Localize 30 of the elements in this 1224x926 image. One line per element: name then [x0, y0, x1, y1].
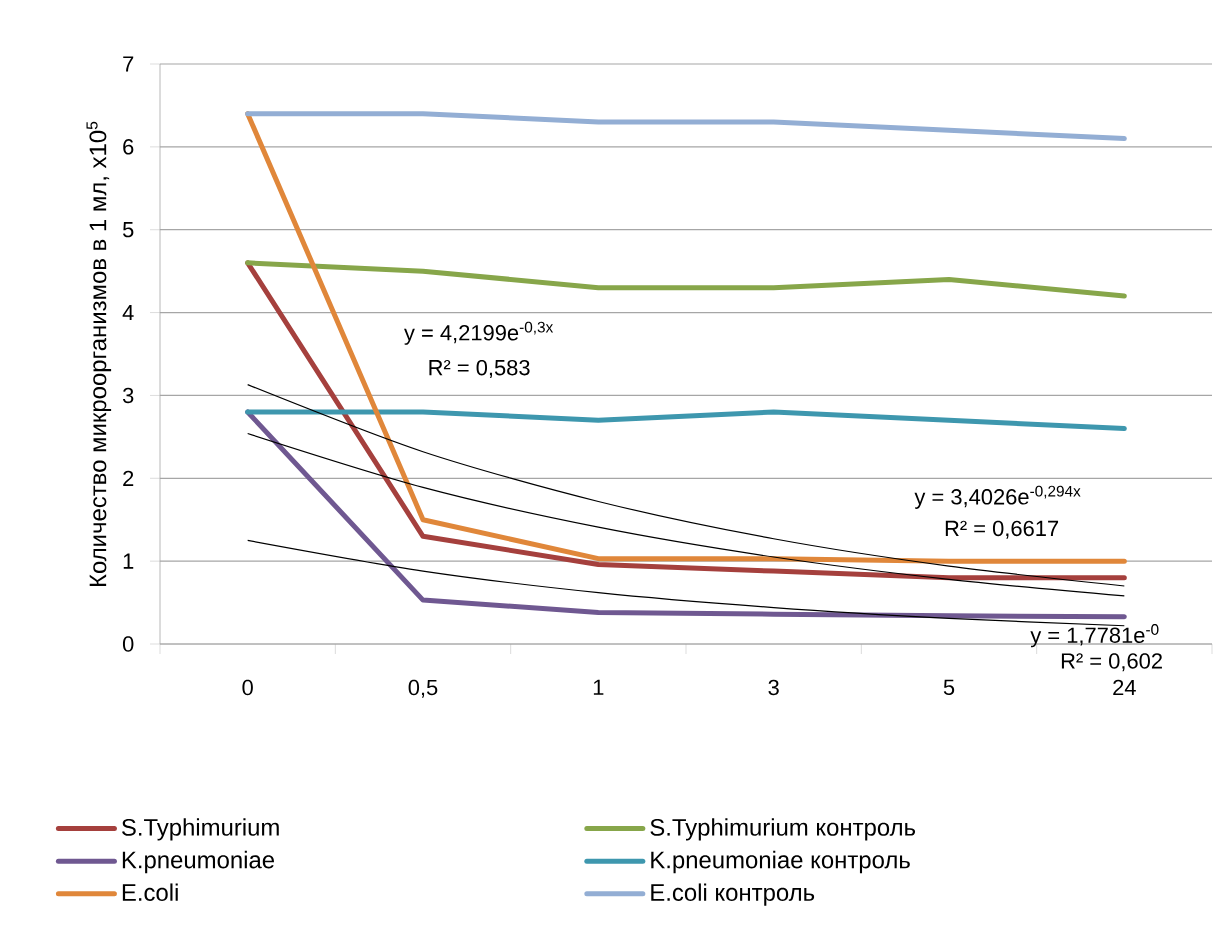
y-tick-label: 7	[123, 56, 134, 72]
annotation: R² = 0,6617	[945, 520, 1059, 539]
line-series	[247, 539, 1125, 627]
legend-label: E.coli контроль	[651, 883, 815, 906]
legend-label: S.Typhimurium	[122, 818, 279, 841]
x-tick-label: 24	[1113, 679, 1136, 696]
annotation: y = 4,2199e$^{-0,3x}$	[404, 321, 554, 345]
annotation: R² = 0,583	[429, 359, 530, 378]
y-tick-label: 4	[122, 305, 134, 321]
y-axis-title: Количество микроорганизмов в 1 мл, x10$^{5}$	[86, 121, 112, 587]
y-tick-label: 1	[123, 553, 134, 569]
y-tick-label: 3	[122, 387, 134, 404]
y-tick-label: 5	[122, 222, 134, 238]
x-tick-label: 5	[943, 679, 955, 695]
legend-label: K.pneumoniae контроль	[651, 850, 910, 874]
text: R² = 0,602	[1061, 653, 1162, 672]
y-tick-label: 2	[123, 470, 134, 486]
x-tick-label: 1	[593, 679, 604, 695]
annotation: y = 1,7781e$^{-0}$	[1030, 624, 1159, 648]
legend-label: K.pneumoniae	[122, 850, 274, 874]
legend-label: S.Typhimurium контроль	[650, 818, 916, 841]
x-tick-label: 0,5	[408, 679, 438, 698]
legend-label: E.coli	[122, 883, 178, 901]
x-tick-label: 3	[768, 679, 779, 696]
line-series	[247, 432, 1125, 597]
y-tick-label: 6	[123, 139, 134, 155]
y-tick-label: 0	[122, 636, 134, 652]
x-tick-label: 0	[242, 679, 253, 696]
line-series	[247, 384, 1125, 587]
annotation: y = 3,4026e$^{-0,294x}$	[914, 485, 1081, 509]
